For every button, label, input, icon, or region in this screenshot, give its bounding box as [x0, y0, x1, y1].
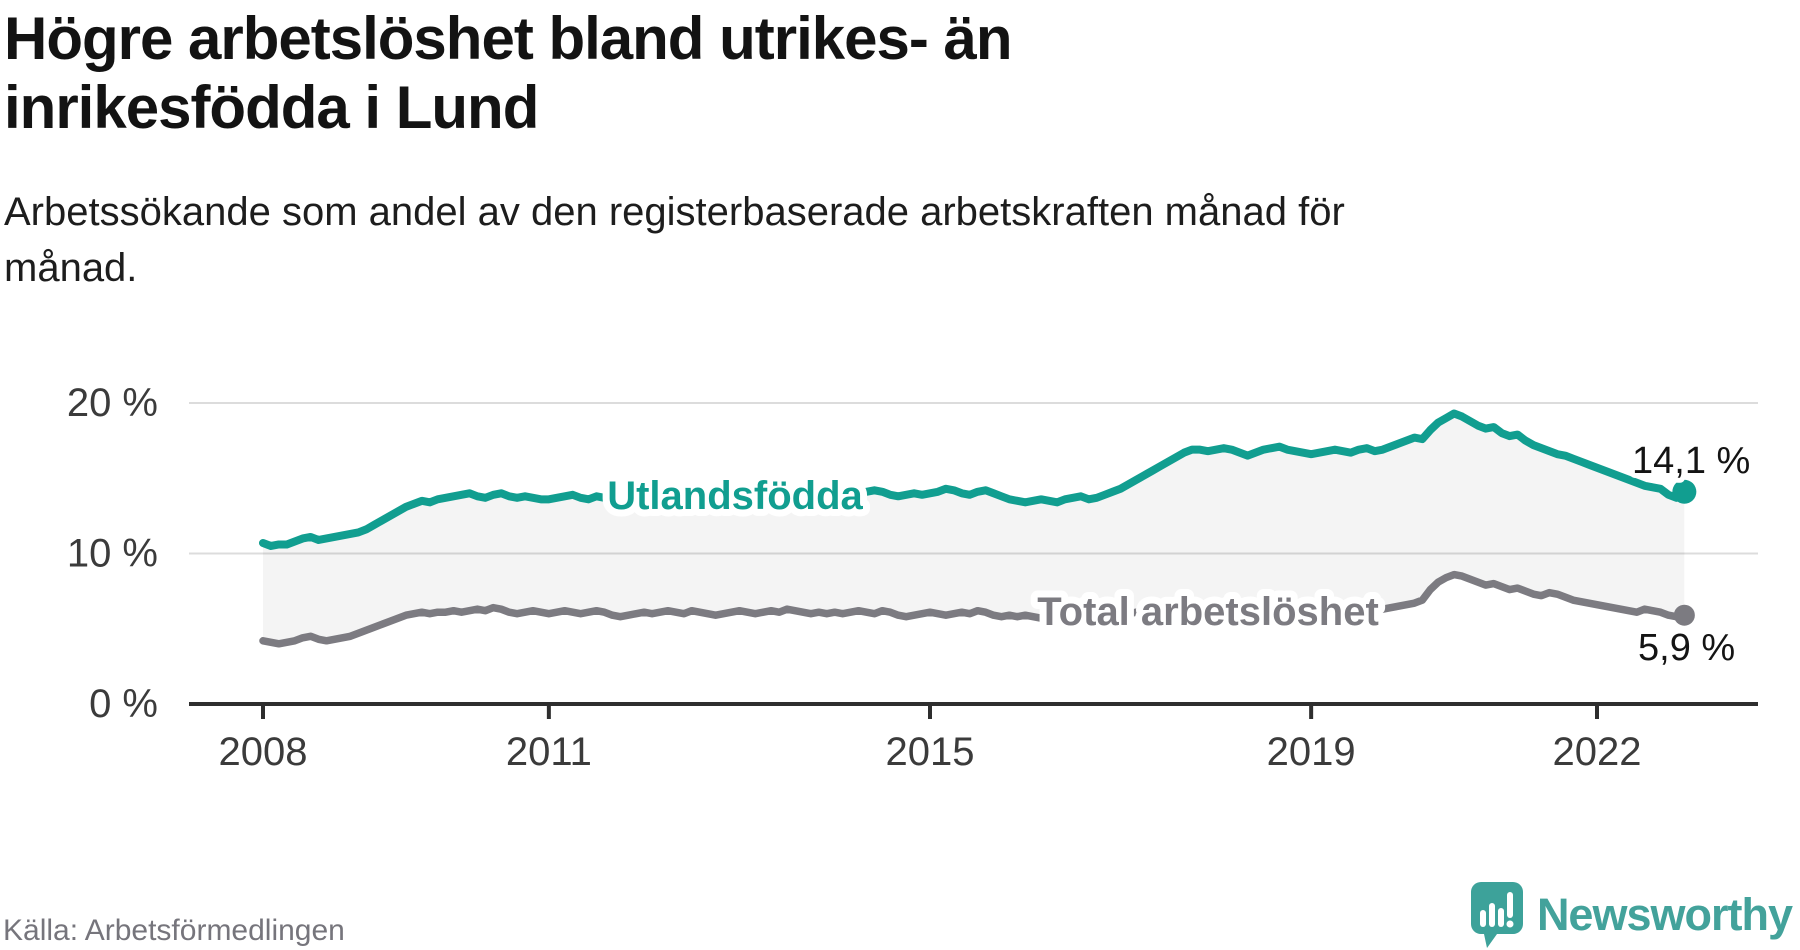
logo-exclamation-dot	[1506, 920, 1514, 928]
end-value-label-total: 5,9 %	[1638, 627, 1735, 669]
page-title: Högre arbetslöshet bland utrikes- än inr…	[4, 5, 1013, 141]
logo-bar-3	[1497, 908, 1504, 927]
y-axis-tick-label: 10 %	[67, 532, 158, 576]
source-note: Källa: Arbetsförmedlingen	[3, 914, 345, 947]
x-axis-tick-label: 2019	[1267, 730, 1356, 774]
series-label-utlandsfodda: Utlandsfödda	[607, 474, 863, 518]
page-subtitle: Arbetssökande som andel av den registerb…	[4, 190, 1345, 290]
logo-bar-2	[1488, 903, 1495, 927]
logo-exclamation-stem	[1506, 892, 1513, 918]
brand-wordmark: Newsworthy	[1536, 889, 1793, 940]
x-axis-tick-label: 2015	[886, 730, 975, 774]
end-dot-total	[1673, 604, 1695, 626]
speech-bubble-shape	[1470, 882, 1523, 948]
end-dot-utlandsfodda	[1672, 479, 1697, 504]
end-value-label-utlandsfodda: 14,1 %	[1632, 440, 1750, 482]
y-axis-tick-label: 20 %	[67, 381, 158, 425]
plot-area-fill	[263, 413, 1685, 644]
x-axis-tick-label: 2011	[506, 730, 592, 774]
x-axis-tick-label: 2022	[1553, 730, 1642, 774]
brand-footer: Newsworthy	[1467, 880, 1793, 950]
logo-bar-1	[1479, 910, 1486, 927]
newsworthy-logo-icon	[1470, 882, 1523, 948]
series-label-total: Total arbetslöshet	[1037, 590, 1379, 634]
x-axis-tick-label: 2008	[219, 730, 308, 774]
series-line-total	[259, 570, 1689, 648]
y-axis-tick-label: 0 %	[89, 682, 158, 726]
series-line-utlandsfodda	[259, 409, 1689, 550]
